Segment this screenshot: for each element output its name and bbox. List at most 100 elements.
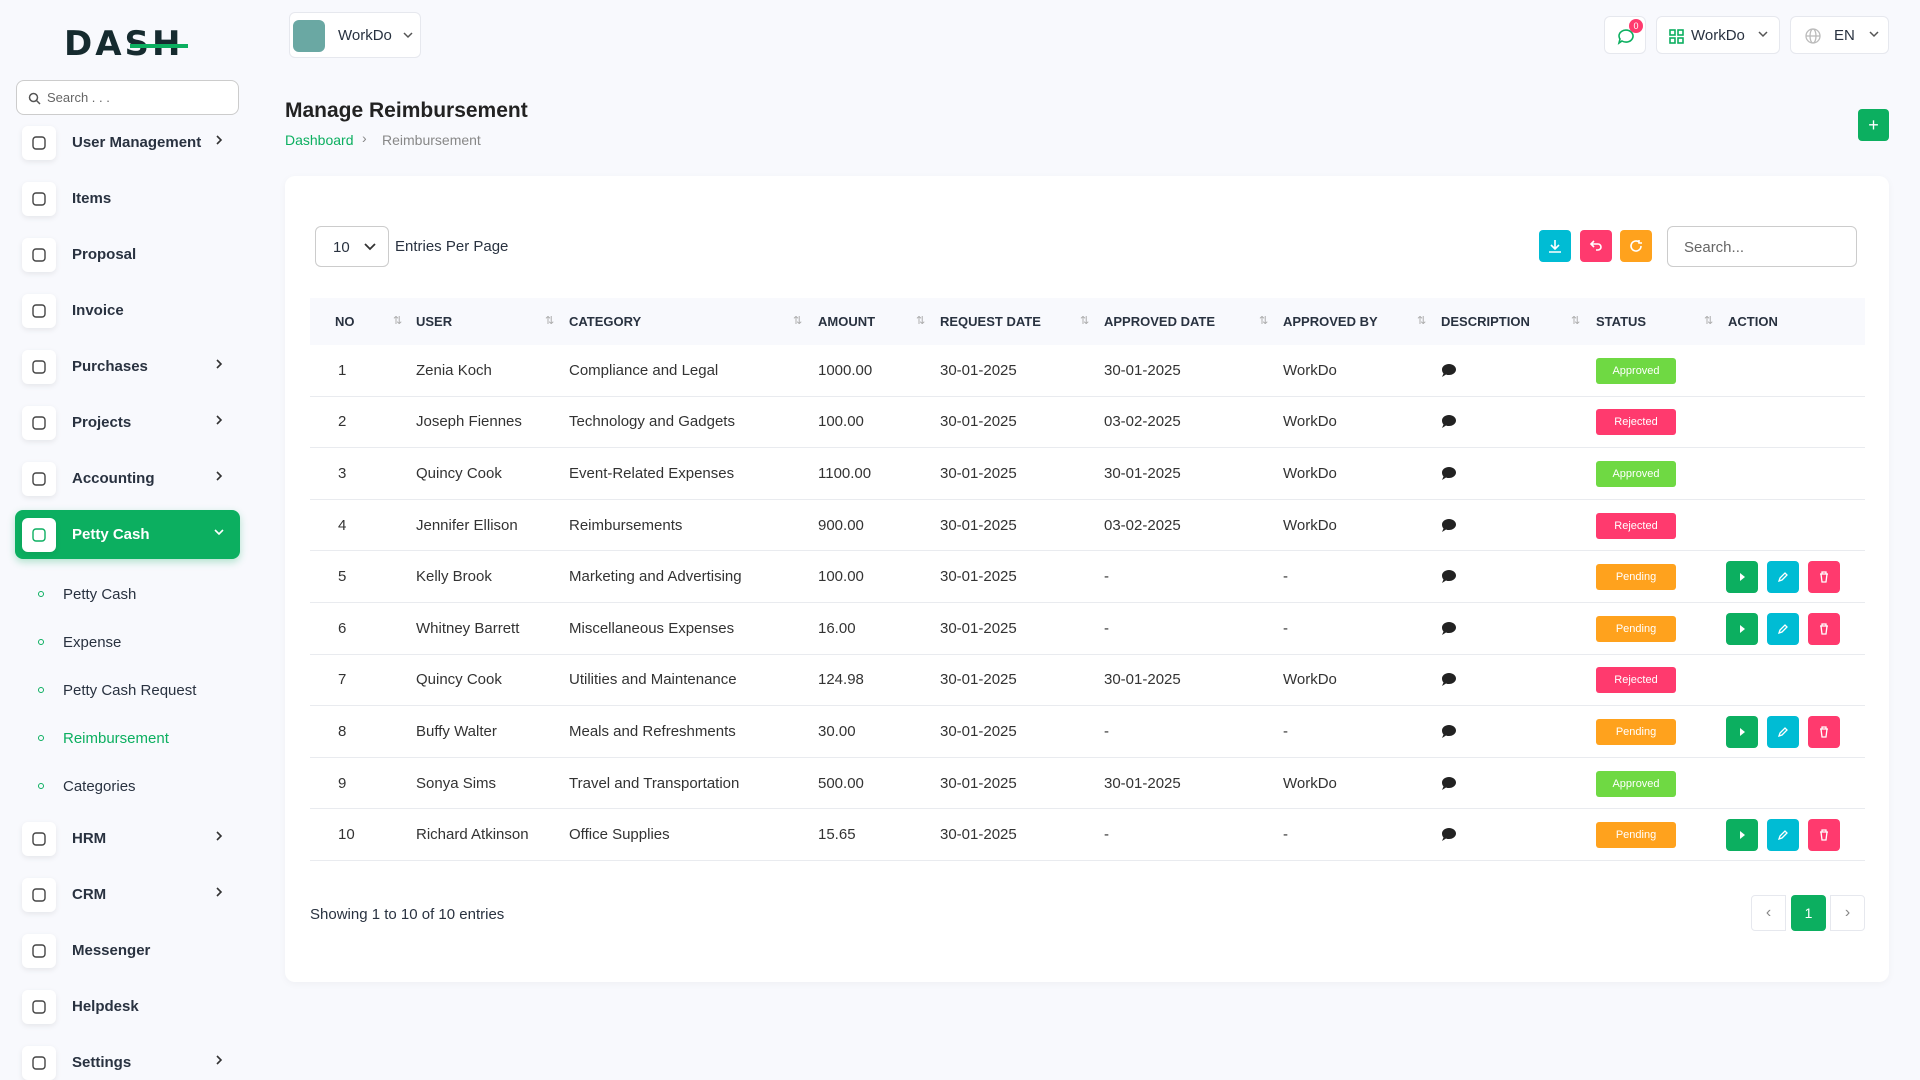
menu-item[interactable]: Settings (15, 1038, 240, 1080)
workspace-select[interactable]: WorkDo (289, 12, 421, 58)
delete-button[interactable] (1808, 819, 1840, 852)
menu-label: User Management (72, 134, 202, 151)
table-cell: - (1283, 619, 1288, 637)
description-icon[interactable] (1441, 569, 1457, 589)
submenu-label: Petty Cash Request (63, 681, 197, 699)
table-cell: 15.65 (818, 826, 856, 844)
table-cell: WorkDo (1283, 413, 1337, 431)
table-search[interactable]: Search... (1667, 226, 1857, 267)
column-header: ACTION (1728, 314, 1778, 329)
add-button[interactable]: + (1858, 109, 1889, 141)
menu-icon (22, 349, 56, 384)
menu-arrow (214, 132, 224, 149)
description-icon[interactable] (1441, 776, 1457, 796)
view-button[interactable] (1726, 716, 1758, 748)
submenu-item[interactable]: Petty Cash (38, 570, 136, 618)
edit-button[interactable] (1767, 561, 1799, 594)
sort-icon[interactable]: ⇅ (916, 315, 926, 327)
menu-label: Items (72, 190, 112, 207)
icon-glyph (32, 359, 46, 374)
sort-icon[interactable]: ⇅ (1571, 315, 1581, 327)
description-icon[interactable] (1441, 466, 1457, 486)
menu-icon (22, 237, 56, 272)
workspace-name: WorkDo (338, 27, 392, 44)
user-icon (1669, 29, 1684, 44)
menu-item[interactable]: Invoice (15, 286, 240, 335)
table-cell: Marketing and Advertising (569, 568, 742, 586)
description-icon[interactable] (1441, 827, 1457, 847)
language-menu[interactable]: EN (1790, 16, 1889, 54)
menu-item[interactable]: HRM (15, 814, 240, 863)
table-cell: Utilities and Maintenance (569, 671, 737, 689)
table-cell: Whitney Barrett (416, 619, 520, 637)
description-icon[interactable] (1441, 724, 1457, 744)
table-cell: 30-01-2025 (1104, 671, 1181, 689)
messages-button[interactable]: 0 (1604, 16, 1646, 54)
sidebar-search[interactable]: Search . . . (16, 80, 239, 115)
table-cell: 9 (338, 774, 347, 792)
back-button[interactable] (1580, 230, 1612, 262)
sort-icon[interactable]: ⇅ (793, 315, 803, 327)
table-footer: Showing 1 to 10 of 10 entries (310, 906, 505, 923)
sort-icon[interactable]: ⇅ (1259, 315, 1269, 327)
submenu-item[interactable]: Expense (38, 618, 121, 666)
edit-button[interactable] (1767, 612, 1799, 645)
sort-icon[interactable]: ⇅ (545, 315, 555, 327)
refresh-button[interactable] (1620, 230, 1652, 262)
description-icon[interactable] (1441, 414, 1457, 434)
table-cell: 30-01-2025 (940, 516, 1017, 534)
submenu-label: Expense (63, 633, 122, 651)
description-icon[interactable] (1441, 518, 1457, 538)
menu-item[interactable]: User Management (15, 118, 240, 167)
menu-item[interactable]: Purchases (15, 342, 240, 391)
table-cell: Meals and Refreshments (569, 723, 736, 740)
menu-item[interactable]: Projects (15, 398, 240, 447)
row-divider (310, 498, 1865, 500)
menu-label: Helpdesk (72, 998, 139, 1015)
delete-button[interactable] (1808, 716, 1840, 748)
submenu-item[interactable]: Reimbursement (38, 714, 169, 762)
view-button[interactable] (1726, 561, 1758, 594)
prev-page[interactable]: ‹ (1751, 895, 1786, 931)
menu-item[interactable]: Petty Cash (15, 510, 240, 559)
menu-item[interactable]: Helpdesk (15, 982, 240, 1031)
edit-button[interactable] (1767, 819, 1799, 852)
view-button[interactable] (1726, 819, 1758, 852)
sort-icon[interactable]: ⇅ (1417, 315, 1427, 327)
menu-label: Petty Cash (72, 526, 150, 543)
table-cell: Quincy Cook (416, 671, 502, 689)
description-icon[interactable] (1441, 621, 1457, 641)
icon-glyph (32, 943, 46, 958)
menu-item[interactable]: Items (15, 174, 240, 223)
menu-icon (22, 877, 56, 912)
submenu-item[interactable]: Petty Cash Request (38, 666, 196, 714)
delete-button[interactable] (1808, 612, 1840, 645)
breadcrumb-link[interactable]: Dashboard (285, 132, 354, 148)
table-cell: 7 (338, 671, 347, 689)
sort-icon[interactable]: ⇅ (1704, 315, 1714, 327)
edit-button[interactable] (1767, 716, 1799, 748)
description-icon[interactable] (1441, 363, 1457, 383)
menu-item[interactable]: CRM (15, 870, 240, 919)
view-button[interactable] (1726, 612, 1758, 645)
user-menu[interactable]: WorkDo (1656, 16, 1780, 54)
page-number[interactable]: 1 (1791, 895, 1826, 931)
column-header: USER (416, 314, 453, 329)
entries-select[interactable]: 10 (315, 226, 389, 267)
user-name: WorkDo (1691, 27, 1745, 44)
status-badge: Pending (1596, 615, 1676, 642)
table-cell: Sonya Sims (416, 774, 497, 792)
sort-icon[interactable]: ⇅ (1080, 315, 1090, 327)
menu-item[interactable]: Proposal (15, 230, 240, 279)
next-page[interactable]: › (1830, 895, 1865, 931)
table-cell: - (1283, 826, 1288, 844)
description-icon[interactable] (1441, 672, 1457, 692)
submenu-item[interactable]: Categories (38, 762, 136, 810)
delete-button[interactable] (1808, 561, 1840, 594)
export-button[interactable] (1539, 230, 1571, 262)
table-cell: 124.98 (818, 671, 864, 689)
menu-item[interactable]: Accounting (15, 454, 240, 503)
table-cell: 900.00 (818, 516, 864, 534)
sort-icon[interactable]: ⇅ (393, 315, 403, 327)
menu-item[interactable]: Messenger (15, 926, 240, 975)
